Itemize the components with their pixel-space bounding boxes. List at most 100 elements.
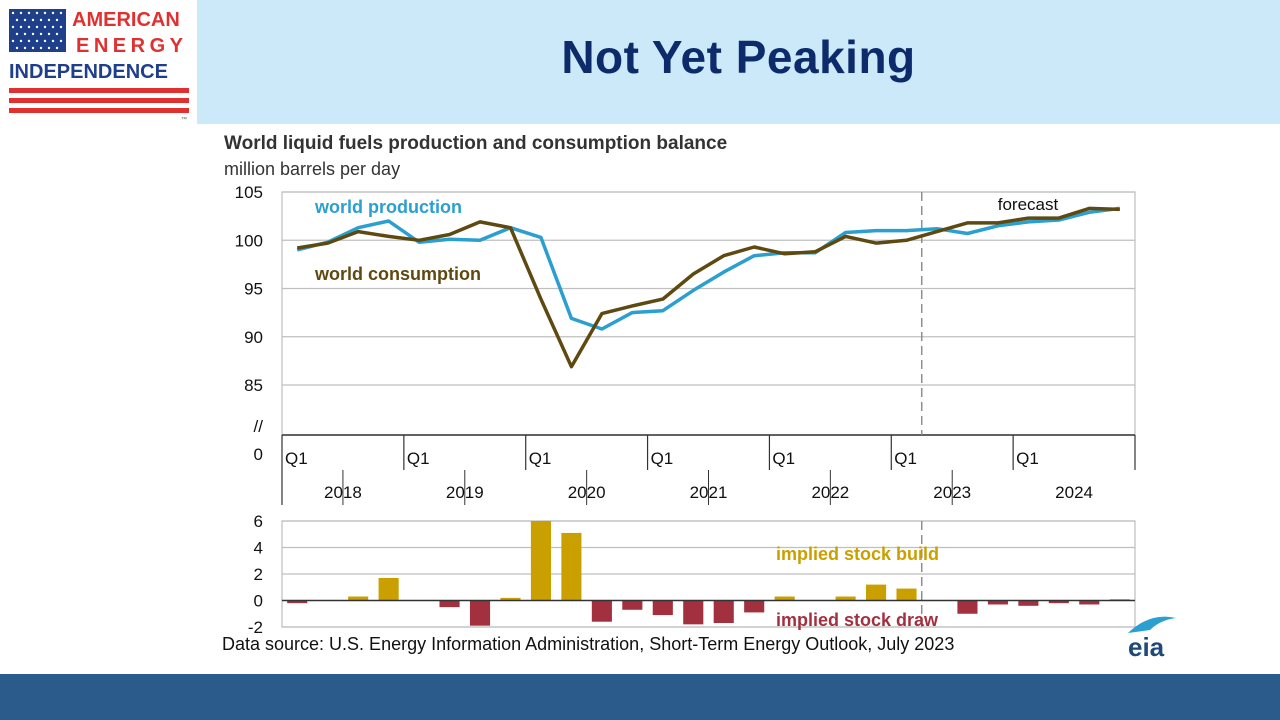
- consumption-line: [296, 206, 1120, 369]
- y-tick-label: 85: [244, 376, 263, 395]
- stock-bar: [1079, 600, 1100, 605]
- flag-star-icon: [51, 25, 55, 29]
- flag-star-icon: [59, 11, 63, 15]
- eia-logo: eia: [1128, 632, 1165, 662]
- y-tick-label: 100: [235, 231, 263, 250]
- build-label: implied stock build: [776, 544, 939, 564]
- flag-star-icon: [15, 32, 19, 36]
- bar-y-tick-label: 2: [254, 565, 263, 584]
- flag-star-icon: [23, 32, 27, 36]
- flag-star-icon: [15, 46, 19, 50]
- flag-star-icon: [51, 11, 55, 15]
- series-label: world consumption: [314, 264, 481, 284]
- stock-bar: [987, 600, 1008, 605]
- y-tick-label: 0: [254, 445, 263, 464]
- stock-bar: [591, 600, 612, 622]
- stock-bar: [713, 600, 734, 624]
- source-note: Data source: U.S. Energy Information Adm…: [222, 634, 955, 654]
- y-tick-label: 90: [244, 328, 263, 347]
- quarter-label: Q1: [651, 449, 674, 468]
- flag-star-icon: [55, 32, 59, 36]
- flag-star-icon: [27, 11, 31, 15]
- flag-star-icon: [31, 32, 35, 36]
- flag-star-icon: [31, 46, 35, 50]
- stock-bar: [1018, 600, 1039, 606]
- american-energy-independence-logo: AMERICAN ENERGY INDEPENDENCE ™: [9, 9, 189, 123]
- logo: AMERICAN ENERGY INDEPENDENCE ™: [0, 0, 197, 124]
- logo-line2: ENERGY: [76, 35, 187, 57]
- stock-bar: [683, 600, 704, 625]
- flag-star-icon: [39, 18, 43, 22]
- logo-stripe: [9, 88, 189, 93]
- quarter-label: Q1: [772, 449, 795, 468]
- flag-star-icon: [47, 46, 51, 50]
- production-line: [296, 206, 1121, 331]
- stock-bar: [896, 588, 917, 601]
- stock-bar: [957, 600, 978, 614]
- forecast-label: forecast: [998, 195, 1059, 214]
- quarter-label: Q1: [285, 449, 308, 468]
- stock-bar: [287, 600, 308, 604]
- slide-header: [0, 0, 1280, 124]
- flag-star-icon: [23, 46, 27, 50]
- flag-star-icon: [11, 25, 15, 29]
- flag-star-icon: [23, 18, 27, 22]
- stock-bar: [500, 597, 521, 601]
- flag-star-icon: [43, 39, 47, 43]
- eia-swoosh-icon: [1128, 616, 1176, 633]
- flag-star-icon: [39, 46, 43, 50]
- flag-star-icon: [55, 46, 59, 50]
- flag-star-icon: [51, 39, 55, 43]
- y-tick-label: 105: [235, 183, 263, 202]
- slide-title: Not Yet Peaking: [561, 31, 916, 83]
- stock-bar: [1048, 600, 1069, 604]
- draw-label: implied stock draw: [776, 610, 939, 630]
- plot-frame: [281, 191, 1136, 436]
- stock-bar: [561, 532, 582, 601]
- flag-star-icon: [11, 11, 15, 15]
- footer-bar: [0, 674, 1280, 720]
- flag-star-icon: [35, 11, 39, 15]
- flag-star-icon: [31, 18, 35, 22]
- stock-bar: [744, 600, 765, 613]
- flag-star-icon: [11, 39, 15, 43]
- flag-star-icon: [27, 39, 31, 43]
- series-label: world production: [314, 197, 462, 217]
- quarter-label: Q1: [407, 449, 430, 468]
- stock-bar: [530, 521, 551, 601]
- bar-y-tick-label: 4: [254, 539, 263, 558]
- logo-stripe: [9, 98, 189, 103]
- bar-y-tick-label: 6: [254, 512, 263, 531]
- flag-star-icon: [35, 25, 39, 29]
- flag-star-icon: [43, 11, 47, 15]
- y-tick-label: //: [254, 417, 264, 436]
- quarter-label: Q1: [894, 449, 917, 468]
- stock-bar: [439, 600, 460, 608]
- bar-y-tick-label: -2: [248, 618, 263, 637]
- flag-star-icon: [59, 39, 63, 43]
- flag-star-icon: [15, 18, 19, 22]
- flag-star-icon: [43, 25, 47, 29]
- stock-bar: [622, 600, 643, 610]
- stock-bar: [652, 600, 673, 616]
- flag-star-icon: [19, 11, 23, 15]
- year-label: 2024: [1055, 483, 1093, 502]
- flag-star-icon: [35, 39, 39, 43]
- flag-canton-icon: [9, 9, 66, 52]
- chart-subtitle: million barrels per day: [224, 159, 401, 179]
- quarter-label: Q1: [529, 449, 552, 468]
- chart-title: World liquid fuels production and consum…: [224, 133, 728, 154]
- logo-line3: INDEPENDENCE: [9, 61, 168, 83]
- flag-star-icon: [59, 25, 63, 29]
- quarter-label: Q1: [1016, 449, 1039, 468]
- stock-bar: [348, 596, 369, 601]
- stock-bar: [774, 596, 795, 601]
- flag-star-icon: [47, 18, 51, 22]
- flag-star-icon: [47, 32, 51, 36]
- flag-star-icon: [19, 39, 23, 43]
- bar-y-tick-label: 0: [254, 592, 263, 611]
- stock-bar: [378, 577, 399, 601]
- logo-stripe: [9, 108, 189, 113]
- stock-bar: [469, 600, 491, 626]
